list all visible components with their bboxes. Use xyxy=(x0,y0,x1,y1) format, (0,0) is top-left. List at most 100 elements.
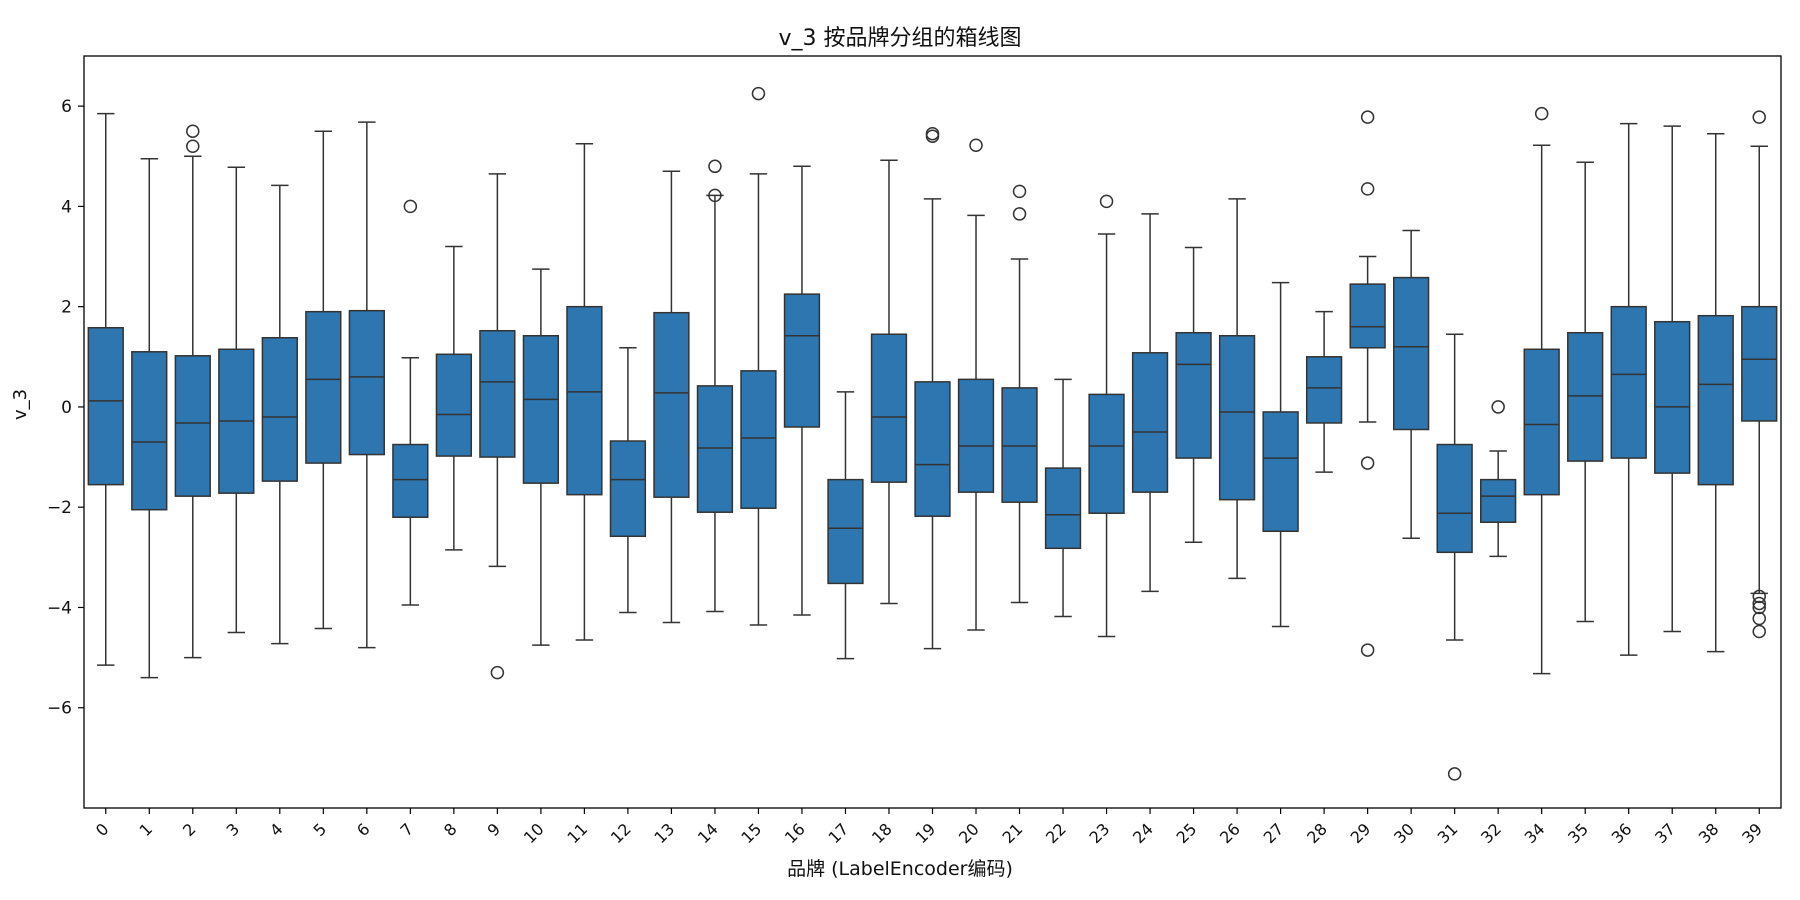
x-tick-label: 16 xyxy=(781,819,809,847)
box-15 xyxy=(740,86,777,626)
box-iqr xyxy=(1131,352,1169,493)
box-22 xyxy=(1044,378,1082,618)
x-tick-label: 26 xyxy=(1216,819,1244,847)
box-37 xyxy=(1654,125,1691,633)
x-tick-label: 15 xyxy=(737,819,765,847)
y-tick-label: 0 xyxy=(61,398,72,418)
outlier-point xyxy=(1012,184,1027,199)
box-iqr xyxy=(1392,276,1430,431)
x-tick-label: 6 xyxy=(353,819,374,840)
x-tick-label: 12 xyxy=(607,819,635,847)
x-tick-label: 10 xyxy=(520,819,548,847)
box-19 xyxy=(914,126,951,650)
box-iqr xyxy=(1697,314,1734,486)
y-tick-label: 6 xyxy=(61,97,72,117)
x-tick-label: 34 xyxy=(1521,819,1549,847)
box-14 xyxy=(696,159,734,613)
box-iqr xyxy=(174,355,211,497)
box-30 xyxy=(1392,229,1430,540)
chart-title: v_3 按品牌分组的箱线图 xyxy=(778,26,1022,51)
x-tick-label: 32 xyxy=(1477,819,1505,847)
box-23 xyxy=(1088,194,1125,638)
x-tick-label: 17 xyxy=(824,819,852,847)
box-iqr xyxy=(740,370,777,509)
box-iqr xyxy=(1480,478,1517,523)
box-26 xyxy=(1218,198,1256,580)
box-iqr xyxy=(392,443,429,518)
outlier-point xyxy=(1099,194,1114,209)
box-iqr xyxy=(305,310,342,464)
x-axis: 0 1 2 3 4 5 6 7 8 9 10 11 12 13 14 15 16 17 18 19 20 21 22 23 24… xyxy=(92,808,1766,847)
outlier-point xyxy=(1447,767,1462,781)
x-tick-label: 7 xyxy=(397,819,418,840)
box-iqr xyxy=(348,309,385,456)
box-iqr xyxy=(1523,348,1560,496)
outlier-point xyxy=(1012,207,1027,221)
box-iqr xyxy=(1610,305,1647,459)
box-iqr xyxy=(1044,467,1082,550)
box-17 xyxy=(827,391,864,660)
box-27 xyxy=(1262,281,1299,628)
x-tick-label: 19 xyxy=(911,819,939,847)
box-iqr xyxy=(261,336,298,482)
box-iqr xyxy=(653,311,690,498)
box-iqr xyxy=(1741,305,1778,422)
y-tick-label: 2 xyxy=(61,298,72,318)
box-39 xyxy=(1741,110,1778,639)
box-2 xyxy=(174,124,211,659)
x-tick-label: 20 xyxy=(955,819,983,847)
y-axis-label: v_3 xyxy=(10,388,31,420)
x-tick-label: 39 xyxy=(1738,819,1766,847)
outlier-point xyxy=(1752,110,1766,124)
box-21 xyxy=(1001,184,1038,604)
outlier-point xyxy=(1360,182,1375,196)
x-tick-label: 13 xyxy=(650,819,678,847)
x-tick-label: 3 xyxy=(222,819,243,840)
outlier-point xyxy=(403,199,418,214)
outlier-point xyxy=(186,124,200,138)
box-29 xyxy=(1349,110,1386,657)
box-3 xyxy=(218,166,255,634)
x-tick-label: 28 xyxy=(1303,819,1331,847)
box-10 xyxy=(522,268,560,646)
box-34 xyxy=(1523,106,1560,675)
box-4 xyxy=(261,184,298,645)
box-iqr xyxy=(914,381,951,517)
box-iqr xyxy=(522,334,560,484)
outlier-point xyxy=(925,129,940,143)
box-8 xyxy=(435,245,473,551)
box-1 xyxy=(131,158,168,679)
outlier-point xyxy=(490,665,505,680)
box-iqr xyxy=(827,478,864,585)
box-iqr xyxy=(609,440,647,538)
box-iqr xyxy=(1654,320,1691,474)
outlier-point xyxy=(708,188,722,203)
box-13 xyxy=(653,170,690,624)
x-tick-label: 23 xyxy=(1086,819,1114,847)
box-7 xyxy=(392,199,429,606)
outlier-point xyxy=(1752,611,1766,626)
x-tick-label: 1 xyxy=(135,819,156,840)
box-24 xyxy=(1131,213,1169,593)
y-tick-label: −4 xyxy=(47,598,72,618)
box-5 xyxy=(305,130,342,630)
box-iqr xyxy=(957,378,995,493)
box-iqr xyxy=(1262,411,1299,533)
box-iqr xyxy=(870,333,908,483)
outlier-point xyxy=(751,86,766,101)
box-iqr xyxy=(696,385,734,513)
outlier-point xyxy=(1752,596,1766,611)
outlier-point xyxy=(708,159,722,174)
boxes-group xyxy=(87,86,1778,781)
box-iqr xyxy=(479,329,516,458)
x-tick-label: 21 xyxy=(999,819,1027,847)
x-tick-label: 35 xyxy=(1564,819,1592,847)
box-9 xyxy=(479,173,516,680)
outlier-point xyxy=(1752,600,1766,615)
y-tick-label: 4 xyxy=(61,197,72,217)
box-12 xyxy=(609,347,647,614)
x-tick-label: 22 xyxy=(1042,819,1070,847)
y-tick-label: −6 xyxy=(47,699,72,719)
x-tick-label: 27 xyxy=(1260,819,1288,847)
